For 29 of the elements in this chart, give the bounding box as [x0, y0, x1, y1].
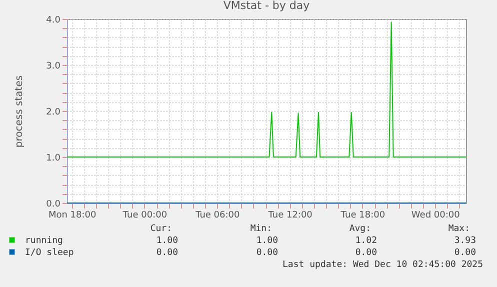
text: Avg: — [349, 224, 371, 234]
text: 1.02 — [355, 236, 377, 246]
text: 3.93 — [454, 236, 476, 246]
y-tick-label: 0.0 — [46, 200, 61, 210]
text: 0.00 — [454, 248, 476, 258]
x-tick-label: Tue 06:00 — [194, 210, 240, 220]
text: 1.00 — [256, 236, 278, 246]
text: Cur: — [150, 224, 172, 234]
text: Last update: Wed Dec 10 02:45:00 2025 — [282, 260, 483, 270]
x-tick-label: Tue 12:00 — [267, 210, 313, 220]
y-tick-label: 1.0 — [46, 154, 61, 164]
text: 0.00 — [156, 248, 178, 258]
line-series — [66, 22, 466, 158]
x-tick-label: Tue 00:00 — [122, 210, 168, 220]
chart-title: VMstat - by day — [223, 0, 310, 12]
text: 0.00 — [355, 248, 377, 258]
text: Min: — [250, 224, 272, 234]
x-tick-label: Wed 00:00 — [411, 210, 460, 220]
x-tick-label: Tue 18:00 — [340, 210, 386, 220]
y-tick-label: 4.0 — [46, 16, 61, 26]
text: 0.00 — [256, 248, 278, 258]
y-tick-label: 2.0 — [46, 108, 61, 118]
y-tick-label: 3.0 — [46, 62, 61, 72]
legend-label: running — [25, 236, 63, 246]
text: Max: — [448, 224, 470, 234]
x-tick-label: Mon 18:00 — [48, 210, 96, 220]
text: 1.00 — [156, 236, 178, 246]
y-axis-title: process states — [14, 75, 26, 148]
legend-label: I/O sleep — [25, 248, 74, 258]
